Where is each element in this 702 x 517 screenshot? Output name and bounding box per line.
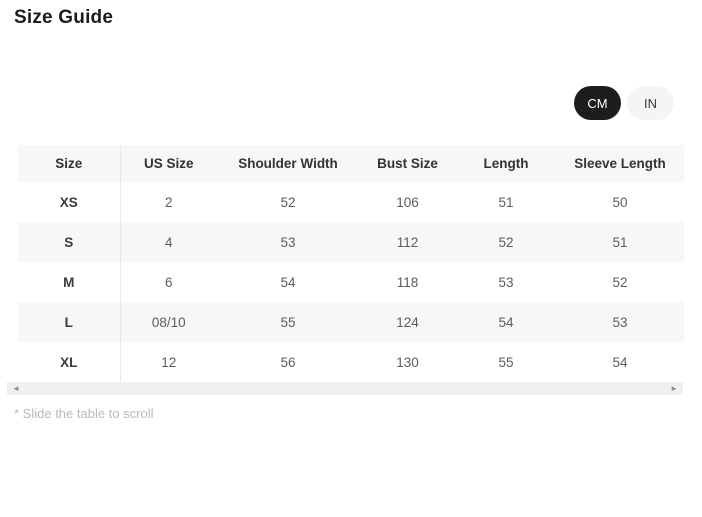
cell-value: 6 (164, 274, 173, 290)
cell-value: 4 (164, 234, 173, 250)
column-header-length: Length (483, 156, 529, 171)
cell-value: 53 (612, 314, 628, 330)
unit-toggle: CM IN (0, 86, 674, 120)
cell-value: 112 (396, 234, 419, 250)
table-row-xl: XL 12 56 130 55 54 (18, 342, 684, 382)
cell-value: 124 (396, 314, 419, 330)
size-guide-table: Size US Size Shoulder Width Bust Size Le… (18, 145, 684, 382)
cell-value: 51 (498, 194, 514, 210)
cell-value: 53 (280, 234, 296, 250)
cell-value: 54 (280, 274, 296, 290)
table-row-m: M 6 54 118 53 52 (18, 262, 684, 302)
cell-value: 2 (164, 194, 173, 210)
table-row-l: L 08/10 55 124 54 53 (18, 302, 684, 342)
size-label: L (18, 302, 121, 342)
size-label: XL (18, 342, 121, 382)
cell-value: 52 (612, 274, 628, 290)
size-label: XS (18, 182, 121, 222)
cell-value: 51 (612, 234, 628, 250)
horizontal-scrollbar[interactable]: ◄ ► (7, 382, 683, 395)
cell-value: 106 (396, 194, 419, 210)
unit-cm-button[interactable]: CM (574, 86, 621, 120)
cell-value: 54 (612, 354, 628, 370)
table-header-row: Size US Size Shoulder Width Bust Size Le… (18, 145, 684, 182)
scroll-right-icon[interactable]: ► (670, 384, 678, 393)
cell-value: 08/10 (151, 314, 186, 330)
cell-value: 56 (280, 354, 296, 370)
size-label: M (18, 262, 121, 302)
unit-in-button[interactable]: IN (627, 86, 674, 120)
cell-value: 12 (161, 354, 177, 370)
size-guide-table-container: Size US Size Shoulder Width Bust Size Le… (18, 145, 684, 382)
column-header-us-size: US Size (143, 156, 194, 171)
cell-value: 55 (498, 354, 514, 370)
cell-value: 53 (498, 274, 514, 290)
column-header-sleeve-length: Sleeve Length (574, 156, 666, 171)
scroll-hint-note: * Slide the table to scroll (14, 406, 154, 421)
cell-value: 50 (612, 194, 628, 210)
cell-value: 52 (498, 234, 514, 250)
size-label: S (18, 222, 121, 262)
column-header-shoulder-width: Shoulder Width (238, 156, 338, 171)
cell-value: 118 (396, 274, 419, 290)
cell-value: 55 (280, 314, 296, 330)
page-title: Size Guide (14, 7, 114, 28)
scroll-left-icon[interactable]: ◄ (12, 384, 20, 393)
cell-value: 54 (498, 314, 514, 330)
table-row-xs: XS 2 52 106 51 50 (18, 182, 684, 222)
cell-value: 52 (280, 194, 296, 210)
column-header-size: Size (18, 145, 121, 182)
cell-value: 130 (396, 354, 419, 370)
column-header-bust-size: Bust Size (377, 156, 438, 171)
table-row-s: S 4 53 112 52 51 (18, 222, 684, 262)
